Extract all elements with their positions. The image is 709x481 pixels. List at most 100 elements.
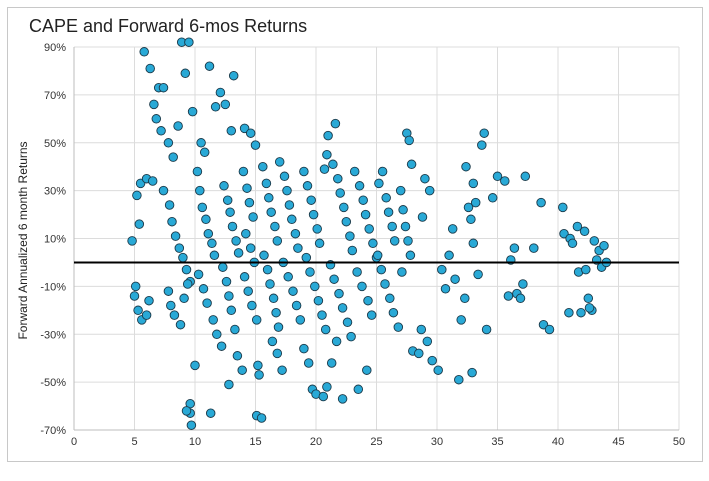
y-tick-label: 90% bbox=[44, 42, 66, 54]
data-point bbox=[230, 324, 240, 335]
data-point bbox=[444, 250, 454, 261]
data-point bbox=[216, 341, 227, 351]
data-point bbox=[244, 197, 255, 208]
data-point bbox=[589, 236, 600, 246]
data-point bbox=[576, 307, 586, 318]
data-point bbox=[322, 382, 332, 392]
x-tick-label: 40 bbox=[552, 436, 564, 448]
data-point bbox=[186, 420, 197, 430]
data-point bbox=[239, 123, 250, 134]
grid-lines bbox=[73, 46, 680, 431]
data-point bbox=[247, 300, 257, 311]
data-point bbox=[237, 365, 247, 375]
y-tick-label: 70% bbox=[44, 90, 66, 102]
data-point bbox=[509, 243, 520, 253]
y-tick-label: -30% bbox=[40, 329, 66, 341]
y-tick-label: 10% bbox=[44, 234, 66, 246]
data-point bbox=[339, 202, 349, 213]
data-point bbox=[268, 293, 279, 304]
x-tick-label: 50 bbox=[673, 436, 685, 448]
data-point bbox=[166, 300, 176, 311]
data-point bbox=[282, 185, 292, 196]
data-point bbox=[245, 128, 256, 138]
y-tick-label: 50% bbox=[44, 138, 66, 150]
data-point bbox=[173, 121, 183, 131]
data-point bbox=[195, 185, 205, 196]
x-tick-label: 20 bbox=[310, 436, 322, 448]
data-point bbox=[377, 166, 388, 177]
data-point bbox=[363, 295, 373, 306]
data-point bbox=[599, 240, 609, 251]
data-point bbox=[385, 293, 395, 304]
data-point bbox=[468, 178, 479, 189]
data-point bbox=[334, 288, 344, 299]
data-point bbox=[353, 384, 364, 395]
data-point bbox=[437, 264, 447, 275]
data-point bbox=[393, 322, 404, 332]
chart-title: CAPE and Forward 6-mos Returns bbox=[29, 16, 308, 36]
data-point bbox=[201, 214, 211, 225]
data-point bbox=[473, 269, 483, 280]
data-point bbox=[238, 166, 249, 177]
data-point bbox=[259, 250, 269, 261]
data-point bbox=[271, 307, 281, 318]
data-point bbox=[225, 207, 235, 217]
data-point bbox=[366, 310, 377, 320]
data-point bbox=[460, 293, 470, 304]
data-point bbox=[239, 272, 250, 282]
x-tick-label: 25 bbox=[370, 436, 382, 448]
data-point bbox=[167, 216, 177, 227]
data-points bbox=[127, 37, 612, 430]
data-point bbox=[492, 171, 503, 182]
data-point bbox=[254, 370, 264, 380]
data-point bbox=[256, 413, 267, 423]
data-point bbox=[224, 379, 234, 390]
data-point bbox=[198, 284, 209, 294]
data-point bbox=[323, 130, 333, 141]
data-point bbox=[422, 336, 433, 347]
data-point bbox=[463, 202, 474, 213]
data-point bbox=[248, 212, 258, 222]
data-point bbox=[178, 252, 188, 263]
data-point bbox=[529, 243, 539, 253]
data-point bbox=[395, 185, 406, 196]
data-point bbox=[362, 365, 372, 375]
data-point bbox=[168, 152, 178, 162]
y-tick-label: -70% bbox=[40, 425, 66, 437]
data-point bbox=[354, 181, 365, 191]
data-point bbox=[306, 195, 316, 205]
data-point bbox=[349, 166, 360, 177]
data-point bbox=[406, 159, 417, 170]
data-point bbox=[169, 310, 180, 320]
data-point bbox=[333, 173, 343, 184]
data-point bbox=[250, 140, 261, 150]
data-point bbox=[381, 193, 391, 203]
data-point bbox=[322, 149, 332, 160]
data-point bbox=[308, 209, 319, 220]
data-point bbox=[277, 365, 287, 375]
data-point bbox=[181, 264, 192, 275]
data-point bbox=[274, 157, 285, 167]
data-point bbox=[520, 171, 531, 182]
data-point bbox=[288, 286, 298, 296]
data-point bbox=[149, 99, 159, 110]
data-point bbox=[433, 365, 443, 375]
data-point bbox=[383, 207, 394, 217]
data-point bbox=[130, 281, 141, 292]
data-point bbox=[503, 291, 514, 301]
data-point bbox=[544, 324, 555, 335]
data-point bbox=[228, 70, 239, 81]
data-point bbox=[335, 188, 345, 198]
data-point bbox=[204, 61, 215, 71]
data-point bbox=[156, 126, 166, 136]
data-point bbox=[416, 324, 427, 335]
data-point bbox=[295, 315, 306, 325]
data-point bbox=[414, 348, 424, 359]
data-point bbox=[205, 408, 216, 418]
data-point bbox=[481, 324, 492, 335]
data-point bbox=[581, 264, 591, 275]
data-point bbox=[147, 176, 158, 186]
data-point bbox=[132, 190, 142, 201]
data-point bbox=[187, 106, 198, 117]
data-point bbox=[133, 305, 143, 316]
